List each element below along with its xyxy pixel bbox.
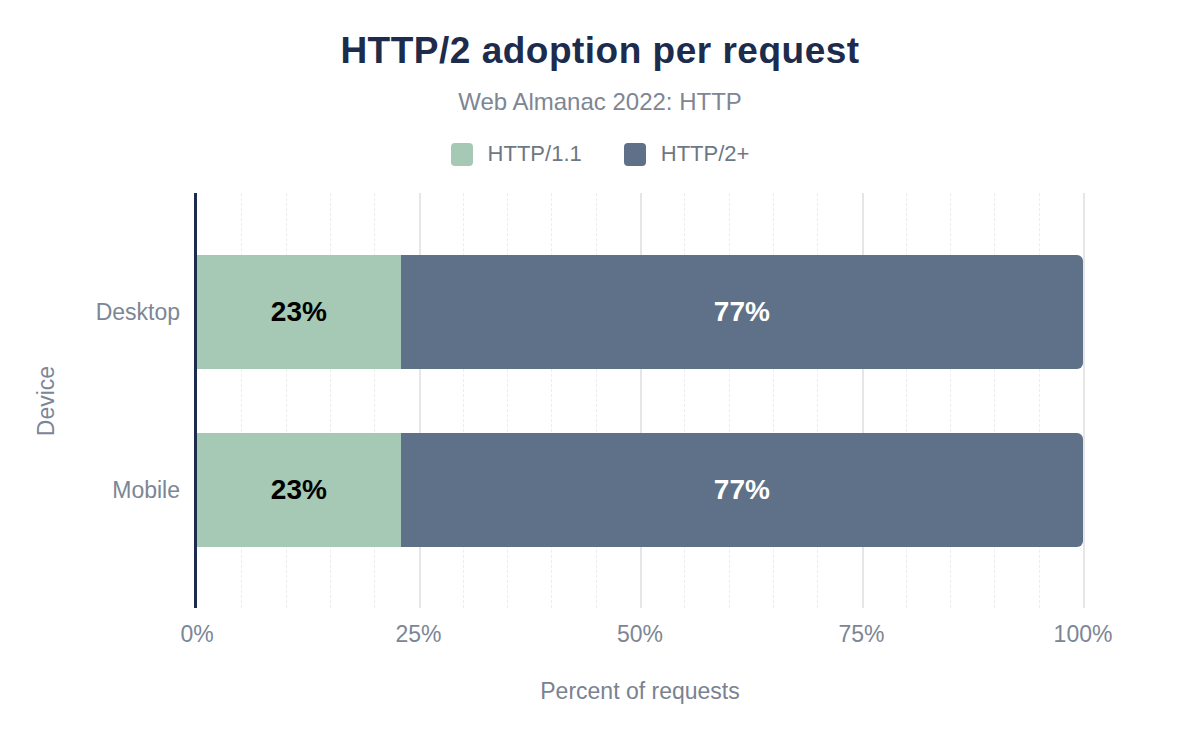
bar-row-mobile: 23% 77% (197, 433, 1083, 547)
category-label-mobile: Mobile (20, 433, 180, 547)
bar-segment-desktop-http-1-1: 23% (197, 255, 401, 369)
x-tick-label-50: 50% (617, 621, 663, 648)
x-tick-label-100: 100% (1054, 621, 1113, 648)
bar-data-label: 77% (714, 474, 770, 506)
gridline-major (1083, 193, 1085, 608)
legend-label: HTTP/1.1 (488, 141, 582, 167)
x-tick-label-75: 75% (838, 621, 884, 648)
x-axis-title: Percent of requests (197, 678, 1083, 705)
legend-swatch-icon (624, 143, 646, 166)
bar-segment-mobile-http-1-1: 23% (197, 433, 401, 547)
bar-data-label: 23% (271, 296, 327, 328)
legend-item-http-2-[interactable]: HTTP/2+ (624, 141, 750, 167)
x-tick-label-25: 25% (395, 621, 441, 648)
chart-title: HTTP/2 adoption per request (0, 30, 1200, 72)
legend-swatch-icon (451, 143, 473, 166)
bar-data-label: 23% (271, 474, 327, 506)
bar-segment-desktop-http-2-: 77% (401, 255, 1083, 369)
bar-row-desktop: 23% 77% (197, 255, 1083, 369)
bar-data-label: 77% (714, 296, 770, 328)
legend-label: HTTP/2+ (661, 141, 750, 167)
bar-segment-mobile-http-2-: 77% (401, 433, 1083, 547)
category-label-desktop: Desktop (20, 255, 180, 369)
legend: HTTP/1.1 HTTP/2+ (0, 141, 1200, 167)
legend-item-http-1-1[interactable]: HTTP/1.1 (451, 141, 582, 167)
plot-area: Device Percent of requests Desktop23%77%… (197, 193, 1083, 608)
chart-subtitle: Web Almanac 2022: HTTP (0, 88, 1200, 116)
y-axis-title: Device (33, 365, 60, 435)
x-tick-label-0: 0% (180, 621, 213, 648)
